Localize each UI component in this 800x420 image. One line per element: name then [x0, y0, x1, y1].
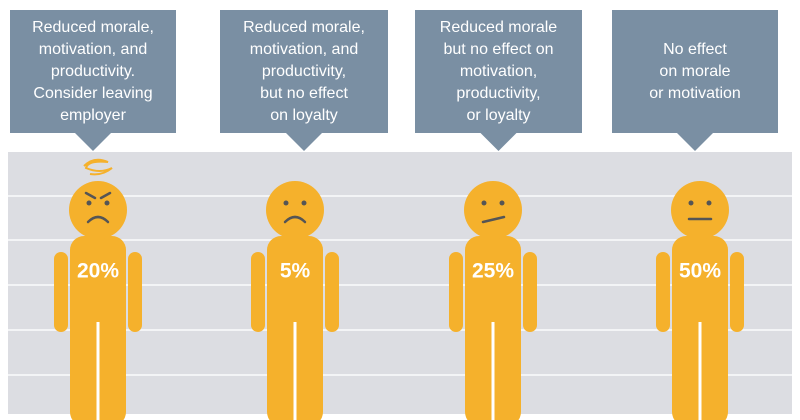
- caption-line: No effect: [663, 41, 727, 58]
- caption-line: on loyalty: [270, 107, 338, 124]
- figure: [54, 181, 142, 420]
- head: [671, 181, 729, 239]
- eye: [706, 200, 712, 206]
- panel: No effect on morale or motivation 50%: [612, 10, 778, 420]
- mouth: [283, 215, 307, 224]
- figure: [449, 181, 537, 420]
- percent-label: 50%: [679, 260, 721, 283]
- arm: [251, 252, 265, 332]
- eye: [688, 200, 694, 206]
- face: [687, 200, 713, 221]
- face: [481, 200, 506, 224]
- callout-box: [220, 10, 388, 151]
- caption-line: or motivation: [649, 85, 741, 102]
- eye: [283, 200, 289, 206]
- arm: [523, 252, 537, 332]
- caption-line: Reduced morale: [440, 19, 558, 36]
- panel: Reduced morale, motivation, and productivi…: [220, 10, 388, 420]
- caption-line: productivity,: [262, 63, 346, 80]
- arm: [54, 252, 68, 332]
- arm: [656, 252, 670, 332]
- caption-line: or loyalty: [466, 107, 530, 124]
- scribble: [83, 158, 113, 176]
- caption-line: productivity.: [51, 63, 135, 80]
- eye: [301, 200, 307, 206]
- caption-line: Reduced morale,: [243, 19, 365, 36]
- head: [464, 181, 522, 239]
- arm: [730, 252, 744, 332]
- eyebrows: [84, 191, 112, 200]
- head: [69, 181, 127, 239]
- face: [283, 200, 307, 224]
- eye: [481, 200, 487, 206]
- head: [266, 181, 324, 239]
- panel: Reduced morale but no effect on motivation…: [415, 10, 582, 420]
- arm: [449, 252, 463, 332]
- panel: Reduced morale, motivation, and productivi…: [10, 10, 176, 420]
- callout-box: [612, 10, 778, 151]
- eye: [104, 200, 110, 206]
- caption-line: Reduced morale,: [32, 19, 154, 36]
- mouth: [86, 215, 110, 224]
- eye: [86, 200, 92, 206]
- callout-box: [415, 10, 582, 151]
- caption-line: Consider leaving: [33, 85, 152, 102]
- figure: [656, 181, 744, 420]
- arm: [325, 252, 339, 332]
- caption-line: motivation,: [460, 63, 537, 80]
- mouth: [481, 215, 506, 224]
- caption-line: on morale: [659, 63, 730, 80]
- figure: [251, 181, 339, 420]
- arm: [128, 252, 142, 332]
- caption-line: motivation, and: [39, 41, 148, 58]
- callout-box: [10, 10, 176, 151]
- caption-line: employer: [60, 107, 126, 124]
- caption-line: but no effect on: [443, 41, 553, 58]
- percent-label: 20%: [77, 260, 119, 283]
- face: [84, 191, 112, 224]
- eye: [499, 200, 505, 206]
- percent-label: 25%: [472, 260, 514, 283]
- caption-line: productivity,: [456, 85, 540, 102]
- caption-line: but no effect: [260, 85, 348, 102]
- percent-label: 5%: [280, 260, 311, 283]
- caption-line: motivation, and: [250, 41, 359, 58]
